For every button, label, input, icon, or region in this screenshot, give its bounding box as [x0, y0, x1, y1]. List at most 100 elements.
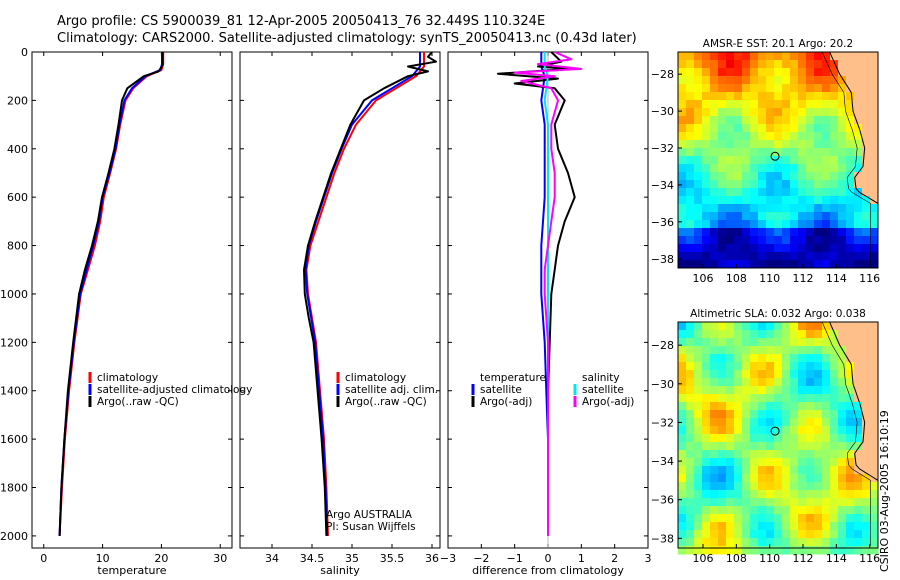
map-cell: [806, 132, 815, 141]
shelf-contour: [821, 51, 871, 267]
map-cell: [798, 68, 807, 77]
map-cell: [790, 386, 799, 395]
map-cell: [830, 60, 839, 69]
map-cell: [838, 322, 847, 331]
map-cell: [854, 236, 863, 245]
map-cell: [806, 402, 815, 411]
map-cell: [830, 354, 839, 363]
map-cell: [830, 338, 839, 347]
map-cell: [750, 132, 759, 141]
map-cell: [726, 466, 735, 475]
map-cell: [806, 354, 815, 363]
map-cell: [734, 228, 743, 237]
map-cell: [766, 68, 775, 77]
map-cell: [742, 506, 751, 515]
map-cell: [838, 140, 847, 149]
map-cell: [766, 482, 775, 491]
map-cell: [814, 252, 823, 261]
x-tick-label: 35: [345, 552, 359, 565]
map-cell: [822, 204, 831, 213]
map-cell: [702, 164, 711, 173]
map-cell: [862, 164, 871, 173]
map-cell: [806, 188, 815, 197]
map-cell: [734, 402, 743, 411]
map-cell: [846, 482, 855, 491]
map-cell: [766, 322, 775, 331]
map-cell: [742, 76, 751, 85]
map-cell: [726, 402, 735, 411]
map-cell: [686, 338, 695, 347]
map-cell: [726, 474, 735, 483]
map-cell: [702, 76, 711, 85]
map-cell: [822, 148, 831, 157]
map-cell: [862, 370, 871, 379]
map-title: Altimetric SLA: 0.032 Argo: 0.038: [690, 308, 866, 320]
map-cell: [742, 450, 751, 459]
map-cell: [678, 354, 687, 363]
map-cell: [790, 394, 799, 403]
map-cell: [790, 490, 799, 499]
map-cell: [686, 378, 695, 387]
y-tick-label: 600: [7, 191, 28, 204]
map-cell: [750, 172, 759, 181]
map-cell: [870, 220, 879, 229]
map-cell: [686, 156, 695, 165]
map-cell: [798, 410, 807, 419]
map-y-tick-label: −30: [651, 105, 674, 118]
map-cell: [734, 140, 743, 149]
map-cell: [710, 418, 719, 427]
map-cell: [822, 76, 831, 85]
map-cell: [766, 514, 775, 523]
map-cell: [814, 180, 823, 189]
map-cell: [814, 108, 823, 117]
map-cell: [862, 466, 871, 475]
map-cell: [702, 172, 711, 181]
map-cell: [742, 418, 751, 427]
map-cell: [726, 434, 735, 443]
map-cell: [830, 490, 839, 499]
map-cell: [742, 60, 751, 69]
map-cell: [750, 434, 759, 443]
map-cell: [846, 506, 855, 515]
map-cell: [830, 148, 839, 157]
map-cell: [782, 346, 791, 355]
map-cell: [710, 450, 719, 459]
map-cell: [822, 164, 831, 173]
map-cell: [734, 426, 743, 435]
map-cell: [742, 410, 751, 419]
map-cell: [702, 100, 711, 109]
map-cell: [782, 418, 791, 427]
map-cell: [702, 180, 711, 189]
map-cell: [790, 434, 799, 443]
map-cell: [854, 196, 863, 205]
map-cell: [758, 236, 767, 245]
map-cell: [726, 538, 735, 547]
map-cell: [862, 514, 871, 523]
map-cell: [782, 362, 791, 371]
map-cell: [710, 124, 719, 133]
map-cell: [814, 410, 823, 419]
map-cell: [734, 188, 743, 197]
map-cell: [854, 410, 863, 419]
map-cell: [678, 426, 687, 435]
map-cell: [782, 482, 791, 491]
map-cell: [806, 244, 815, 253]
map-cell: [766, 506, 775, 515]
legend-label: Argo(-adj): [582, 396, 634, 408]
map-cell: [686, 164, 695, 173]
map-cell: [742, 68, 751, 77]
map-cell: [766, 490, 775, 499]
map-cell: [790, 322, 799, 331]
map-cell: [742, 330, 751, 339]
map-cell: [758, 68, 767, 77]
map-x-tick-label: 114: [826, 272, 847, 285]
map-cell: [750, 330, 759, 339]
map-cell: [734, 52, 743, 61]
map-cell: [774, 140, 783, 149]
map-cell: [782, 330, 791, 339]
map-cell: [862, 322, 871, 331]
map-cell: [846, 546, 855, 555]
map-cell: [814, 220, 823, 229]
map-cell: [702, 84, 711, 93]
map-cell: [870, 100, 879, 109]
